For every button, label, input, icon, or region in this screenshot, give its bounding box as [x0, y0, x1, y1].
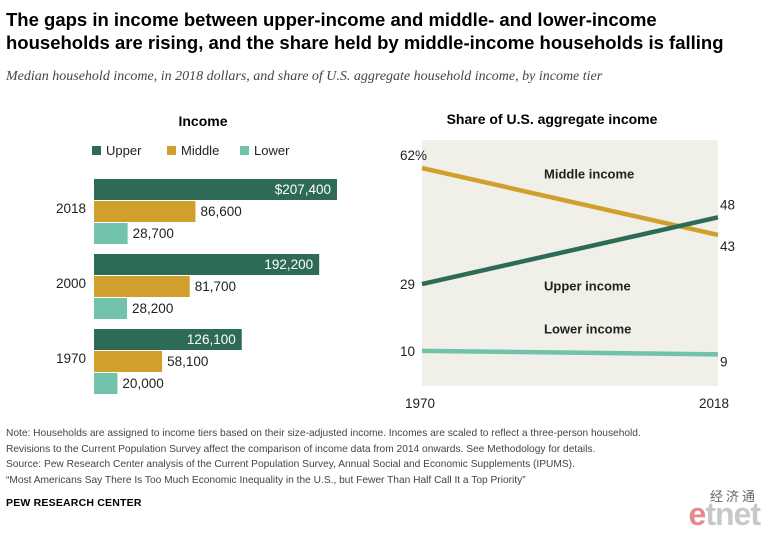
brand-label: PEW RESEARCH CENTER: [6, 497, 142, 509]
legend-swatch-upper: [92, 146, 101, 155]
bar-value-label-1970-lower: 20,000: [122, 376, 163, 391]
line-series-lower: [421, 348, 719, 357]
bar-value-label-2018-lower: 28,700: [133, 226, 174, 241]
bar-value-label-2000-upper: 192,200: [264, 257, 313, 272]
line-chart-title: Share of U.S. aggregate income: [447, 111, 658, 127]
title-line-2: households are rising, and the share hel…: [6, 32, 724, 53]
bar-value-label-2000-middle: 81,700: [195, 279, 236, 294]
bar-2000-middle: [94, 276, 190, 297]
bar-value-label-1970-middle: 58,100: [167, 354, 208, 369]
bar-group-label-2000: 2000: [56, 276, 86, 291]
line-series-middle: [421, 165, 719, 238]
bar-value-label-2018-upper: $207,400: [275, 182, 331, 197]
note-line-1: Note: Households are assigned to income …: [6, 428, 641, 439]
notes: Note: Households are assigned to income …: [6, 426, 766, 488]
title-line-1: The gaps in income between upper-income …: [6, 9, 657, 30]
bar-2000-lower: [94, 298, 128, 319]
bar-1970-middle: [94, 351, 163, 372]
bar-2018-lower: [94, 223, 128, 244]
source-line: Source: Pew Research Center analysis of …: [6, 459, 575, 470]
bar-chart-title: Income: [178, 113, 227, 129]
line-start-label-upper: 29: [400, 277, 415, 292]
legend-swatch-middle: [167, 146, 176, 155]
line-series-label-middle: Middle income: [544, 167, 634, 182]
legend-swatch-lower: [240, 146, 249, 155]
bar-2018-upper: [94, 179, 337, 200]
x-tick-label-1970: 1970: [405, 396, 435, 411]
bar-1970-lower: [94, 373, 118, 394]
note-line-2: Revisions to the Current Population Surv…: [6, 443, 596, 455]
income-share-line-chart: Share of U.S. aggregate income 62% 43 Middl…: [400, 111, 735, 411]
chart-title: The gaps in income between upper-income …: [6, 8, 762, 54]
bar-2000-upper: [94, 254, 320, 275]
line-end-label-middle: 43: [720, 239, 735, 254]
legend-label-middle: Middle: [181, 143, 219, 158]
line-end-label-lower: 9: [720, 354, 728, 369]
income-bar-chart: Income Upper Middle Lower 2018 $207,400 86,600…: [56, 113, 337, 394]
line-series-upper: [421, 215, 719, 287]
bar-2018-middle: [94, 201, 196, 222]
bar-group-label-2018: 2018: [56, 201, 86, 216]
bar-1970-upper: [94, 329, 242, 350]
report-title-line: “Most Americans Say There Is Too Much Ec…: [6, 474, 526, 486]
line-series-label-upper: Upper income: [544, 279, 631, 294]
bar-value-label-2000-lower: 28,200: [132, 301, 173, 316]
bar-group-label-1970: 1970: [56, 351, 86, 366]
legend-label-upper: Upper: [106, 143, 142, 158]
line-end-label-upper: 48: [720, 197, 735, 212]
legend-label-lower: Lower: [254, 143, 290, 158]
line-start-label-middle: 62%: [400, 148, 427, 163]
bar-value-label-1970-upper: 126,100: [187, 332, 236, 347]
watermark-logo: etnet: [688, 496, 761, 532]
chart-subtitle: Median household income, in 2018 dollars…: [6, 69, 603, 84]
bar-value-label-2018-middle: 86,600: [200, 204, 241, 219]
line-start-label-lower: 10: [400, 344, 415, 359]
line-series-label-lower: Lower income: [544, 321, 631, 336]
watermark-chinese: 经济通: [709, 490, 758, 505]
x-tick-label-2018: 2018: [699, 396, 729, 411]
